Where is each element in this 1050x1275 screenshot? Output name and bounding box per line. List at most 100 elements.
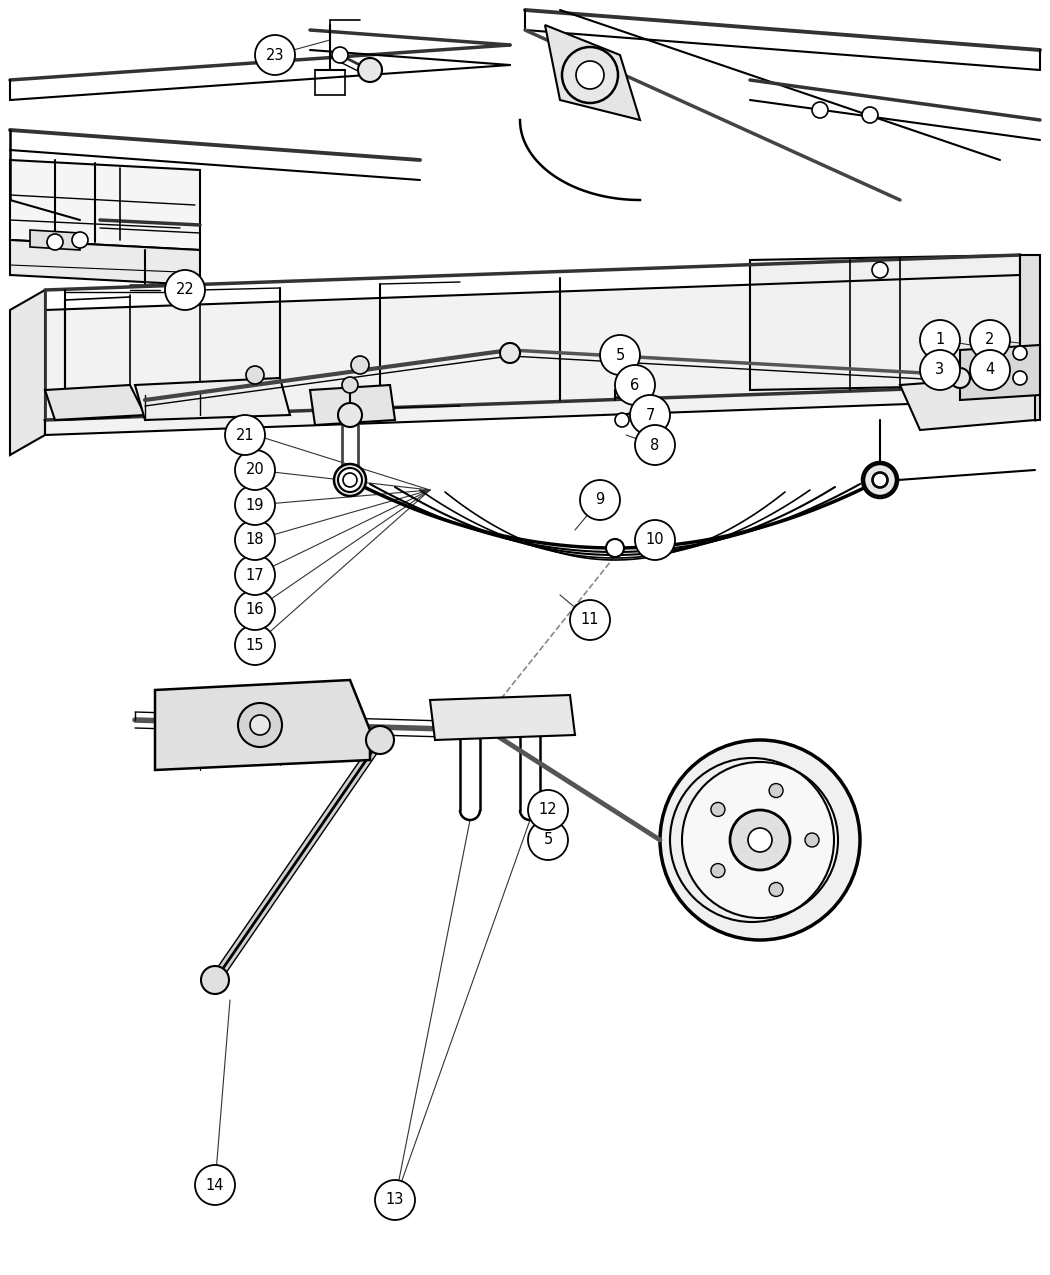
Circle shape [682,762,838,918]
Circle shape [343,473,357,487]
Circle shape [225,414,265,455]
Circle shape [72,232,88,249]
Circle shape [342,377,358,393]
Circle shape [576,61,604,89]
Circle shape [873,473,887,487]
Circle shape [235,625,275,666]
Circle shape [615,413,629,427]
Text: 5: 5 [615,348,625,362]
Circle shape [769,784,783,798]
Circle shape [235,520,275,560]
Polygon shape [960,346,1040,400]
Circle shape [500,343,520,363]
Text: 3: 3 [936,362,945,377]
Text: 15: 15 [246,638,265,653]
Text: 23: 23 [266,47,285,62]
Polygon shape [10,240,200,286]
Circle shape [195,1165,235,1205]
Circle shape [730,810,790,870]
Polygon shape [310,385,395,425]
Circle shape [250,715,270,734]
Circle shape [255,34,295,75]
Circle shape [660,740,860,940]
Circle shape [864,464,896,496]
Circle shape [769,882,783,896]
Circle shape [950,368,970,388]
Text: 19: 19 [246,497,265,513]
Polygon shape [1020,255,1040,419]
Text: 7: 7 [646,408,655,422]
Circle shape [920,320,960,360]
Circle shape [334,464,366,496]
Circle shape [812,102,828,119]
Circle shape [862,107,878,122]
Polygon shape [45,275,1020,435]
Circle shape [615,365,655,405]
Circle shape [235,590,275,630]
Circle shape [570,601,610,640]
Circle shape [366,725,394,754]
Circle shape [600,335,640,375]
Circle shape [635,520,675,560]
Circle shape [805,833,819,847]
Circle shape [920,351,960,390]
Text: 17: 17 [246,567,265,583]
Circle shape [983,348,998,362]
Circle shape [711,863,724,877]
Text: 11: 11 [581,612,600,627]
Circle shape [238,703,282,747]
Circle shape [983,374,998,388]
Text: 6: 6 [630,377,639,393]
Polygon shape [750,255,1020,390]
Circle shape [862,462,898,499]
Text: 8: 8 [650,437,659,453]
Polygon shape [155,680,370,770]
Polygon shape [900,375,1035,430]
Circle shape [1013,346,1027,360]
Circle shape [246,366,264,384]
Circle shape [47,235,63,250]
Polygon shape [10,159,200,250]
Circle shape [970,320,1010,360]
Text: 2: 2 [985,333,994,348]
Text: 20: 20 [246,463,265,478]
Circle shape [562,47,618,103]
Text: 21: 21 [235,427,254,442]
Text: 10: 10 [646,533,665,547]
Circle shape [528,820,568,861]
Circle shape [635,425,675,465]
Circle shape [201,966,229,995]
Polygon shape [30,230,80,250]
Circle shape [338,468,362,492]
Circle shape [970,351,1010,390]
Circle shape [235,450,275,490]
Text: 18: 18 [246,533,265,547]
Circle shape [358,57,382,82]
Circle shape [872,472,888,488]
Text: 13: 13 [385,1192,404,1207]
Circle shape [1013,371,1027,385]
Text: 14: 14 [206,1178,225,1192]
Text: 5: 5 [544,833,552,848]
Circle shape [630,395,670,435]
Polygon shape [545,26,640,120]
Circle shape [351,356,369,374]
Text: 1: 1 [936,333,945,348]
Circle shape [711,802,724,816]
Circle shape [338,403,362,427]
Circle shape [165,270,205,310]
Circle shape [332,47,348,62]
Circle shape [528,790,568,830]
Polygon shape [45,385,145,419]
Circle shape [606,539,624,557]
Circle shape [872,261,888,278]
Circle shape [580,479,620,520]
Circle shape [375,1179,415,1220]
Text: 9: 9 [595,492,605,507]
Circle shape [235,484,275,525]
Text: 12: 12 [539,802,558,817]
Text: 16: 16 [246,603,265,617]
Text: 4: 4 [985,362,994,377]
Polygon shape [10,289,45,455]
Polygon shape [430,695,575,739]
